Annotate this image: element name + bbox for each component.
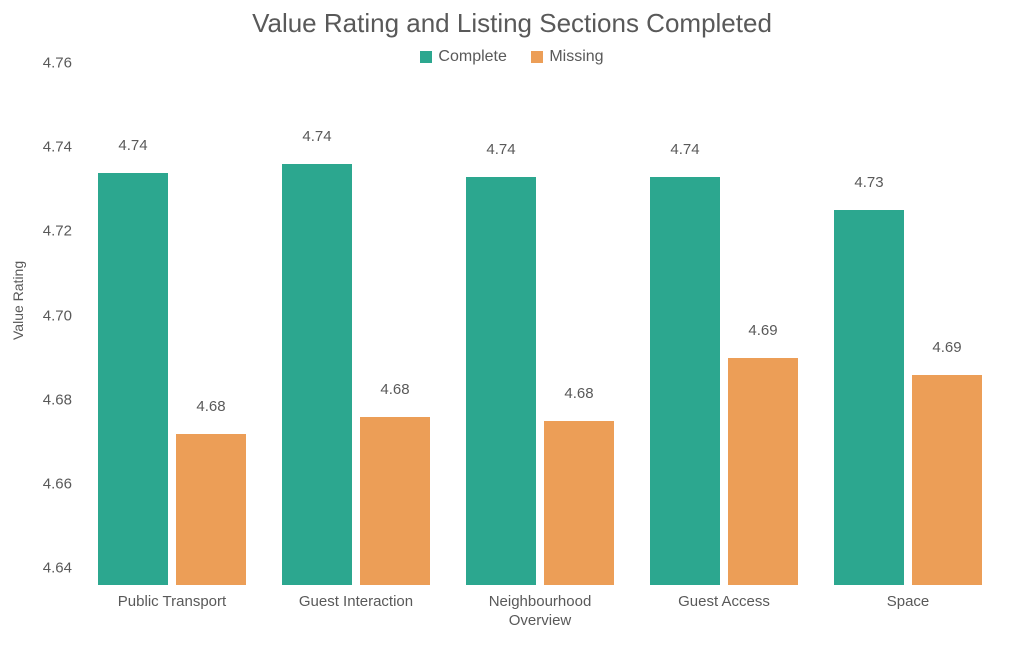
legend-label-missing: Missing [549,48,603,66]
y-tick-label: 4.76 [43,55,72,72]
bar-group: 4.74 4.69 [650,80,797,585]
bar-value-label: 4.69 [917,339,977,356]
bar-value-label: 4.74 [655,141,715,158]
legend-label-complete: Complete [438,48,506,66]
legend-swatch-complete [420,51,432,63]
legend-swatch-missing [531,51,543,63]
y-axis-label: Value Rating [10,261,26,340]
x-category-label: Guest Access [632,593,816,612]
x-category-label: Public Transport [80,593,264,612]
legend-item-missing: Missing [531,48,603,66]
bar-group: 4.74 4.68 [282,80,429,585]
bar-value-label: 4.68 [181,398,241,415]
bar-value-label: 4.68 [549,385,609,402]
bar-value-label: 4.74 [103,137,163,154]
bar-complete [98,173,167,585]
bar-complete [650,177,719,585]
y-tick-label: 4.74 [43,139,72,156]
bar-value-label: 4.73 [839,174,899,191]
chart-container: Value Rating and Listing Sections Comple… [0,0,1024,655]
y-tick-label: 4.70 [43,307,72,324]
bar-group: 4.73 4.69 [834,80,981,585]
bar-group: 4.74 4.68 [98,80,245,585]
chart-title: Value Rating and Listing Sections Comple… [0,8,1024,39]
bar-missing [544,421,613,585]
y-tick-label: 4.64 [43,560,72,577]
bar-complete [466,177,535,585]
y-tick-label: 4.66 [43,475,72,492]
bar-value-label: 4.74 [471,141,531,158]
bar-complete [282,164,351,585]
legend-item-complete: Complete [420,48,506,66]
bar-missing [360,417,429,585]
x-category-label: Space [816,593,1000,612]
bar-value-label: 4.69 [733,322,793,339]
x-category-label: Guest Interaction [264,593,448,612]
bar-missing [912,375,981,585]
bar-complete [834,210,903,585]
plot-area: 4.644.664.684.704.724.744.764.744.68Publ… [80,80,1000,585]
chart-legend: Complete Missing [0,48,1024,68]
bar-missing [728,358,797,585]
y-tick-label: 4.72 [43,223,72,240]
x-category-label: NeighbourhoodOverview [448,593,632,631]
bar-group: 4.74 4.68 [466,80,613,585]
y-tick-label: 4.68 [43,391,72,408]
bar-missing [176,434,245,586]
bar-value-label: 4.68 [365,381,425,398]
bar-value-label: 4.74 [287,128,347,145]
